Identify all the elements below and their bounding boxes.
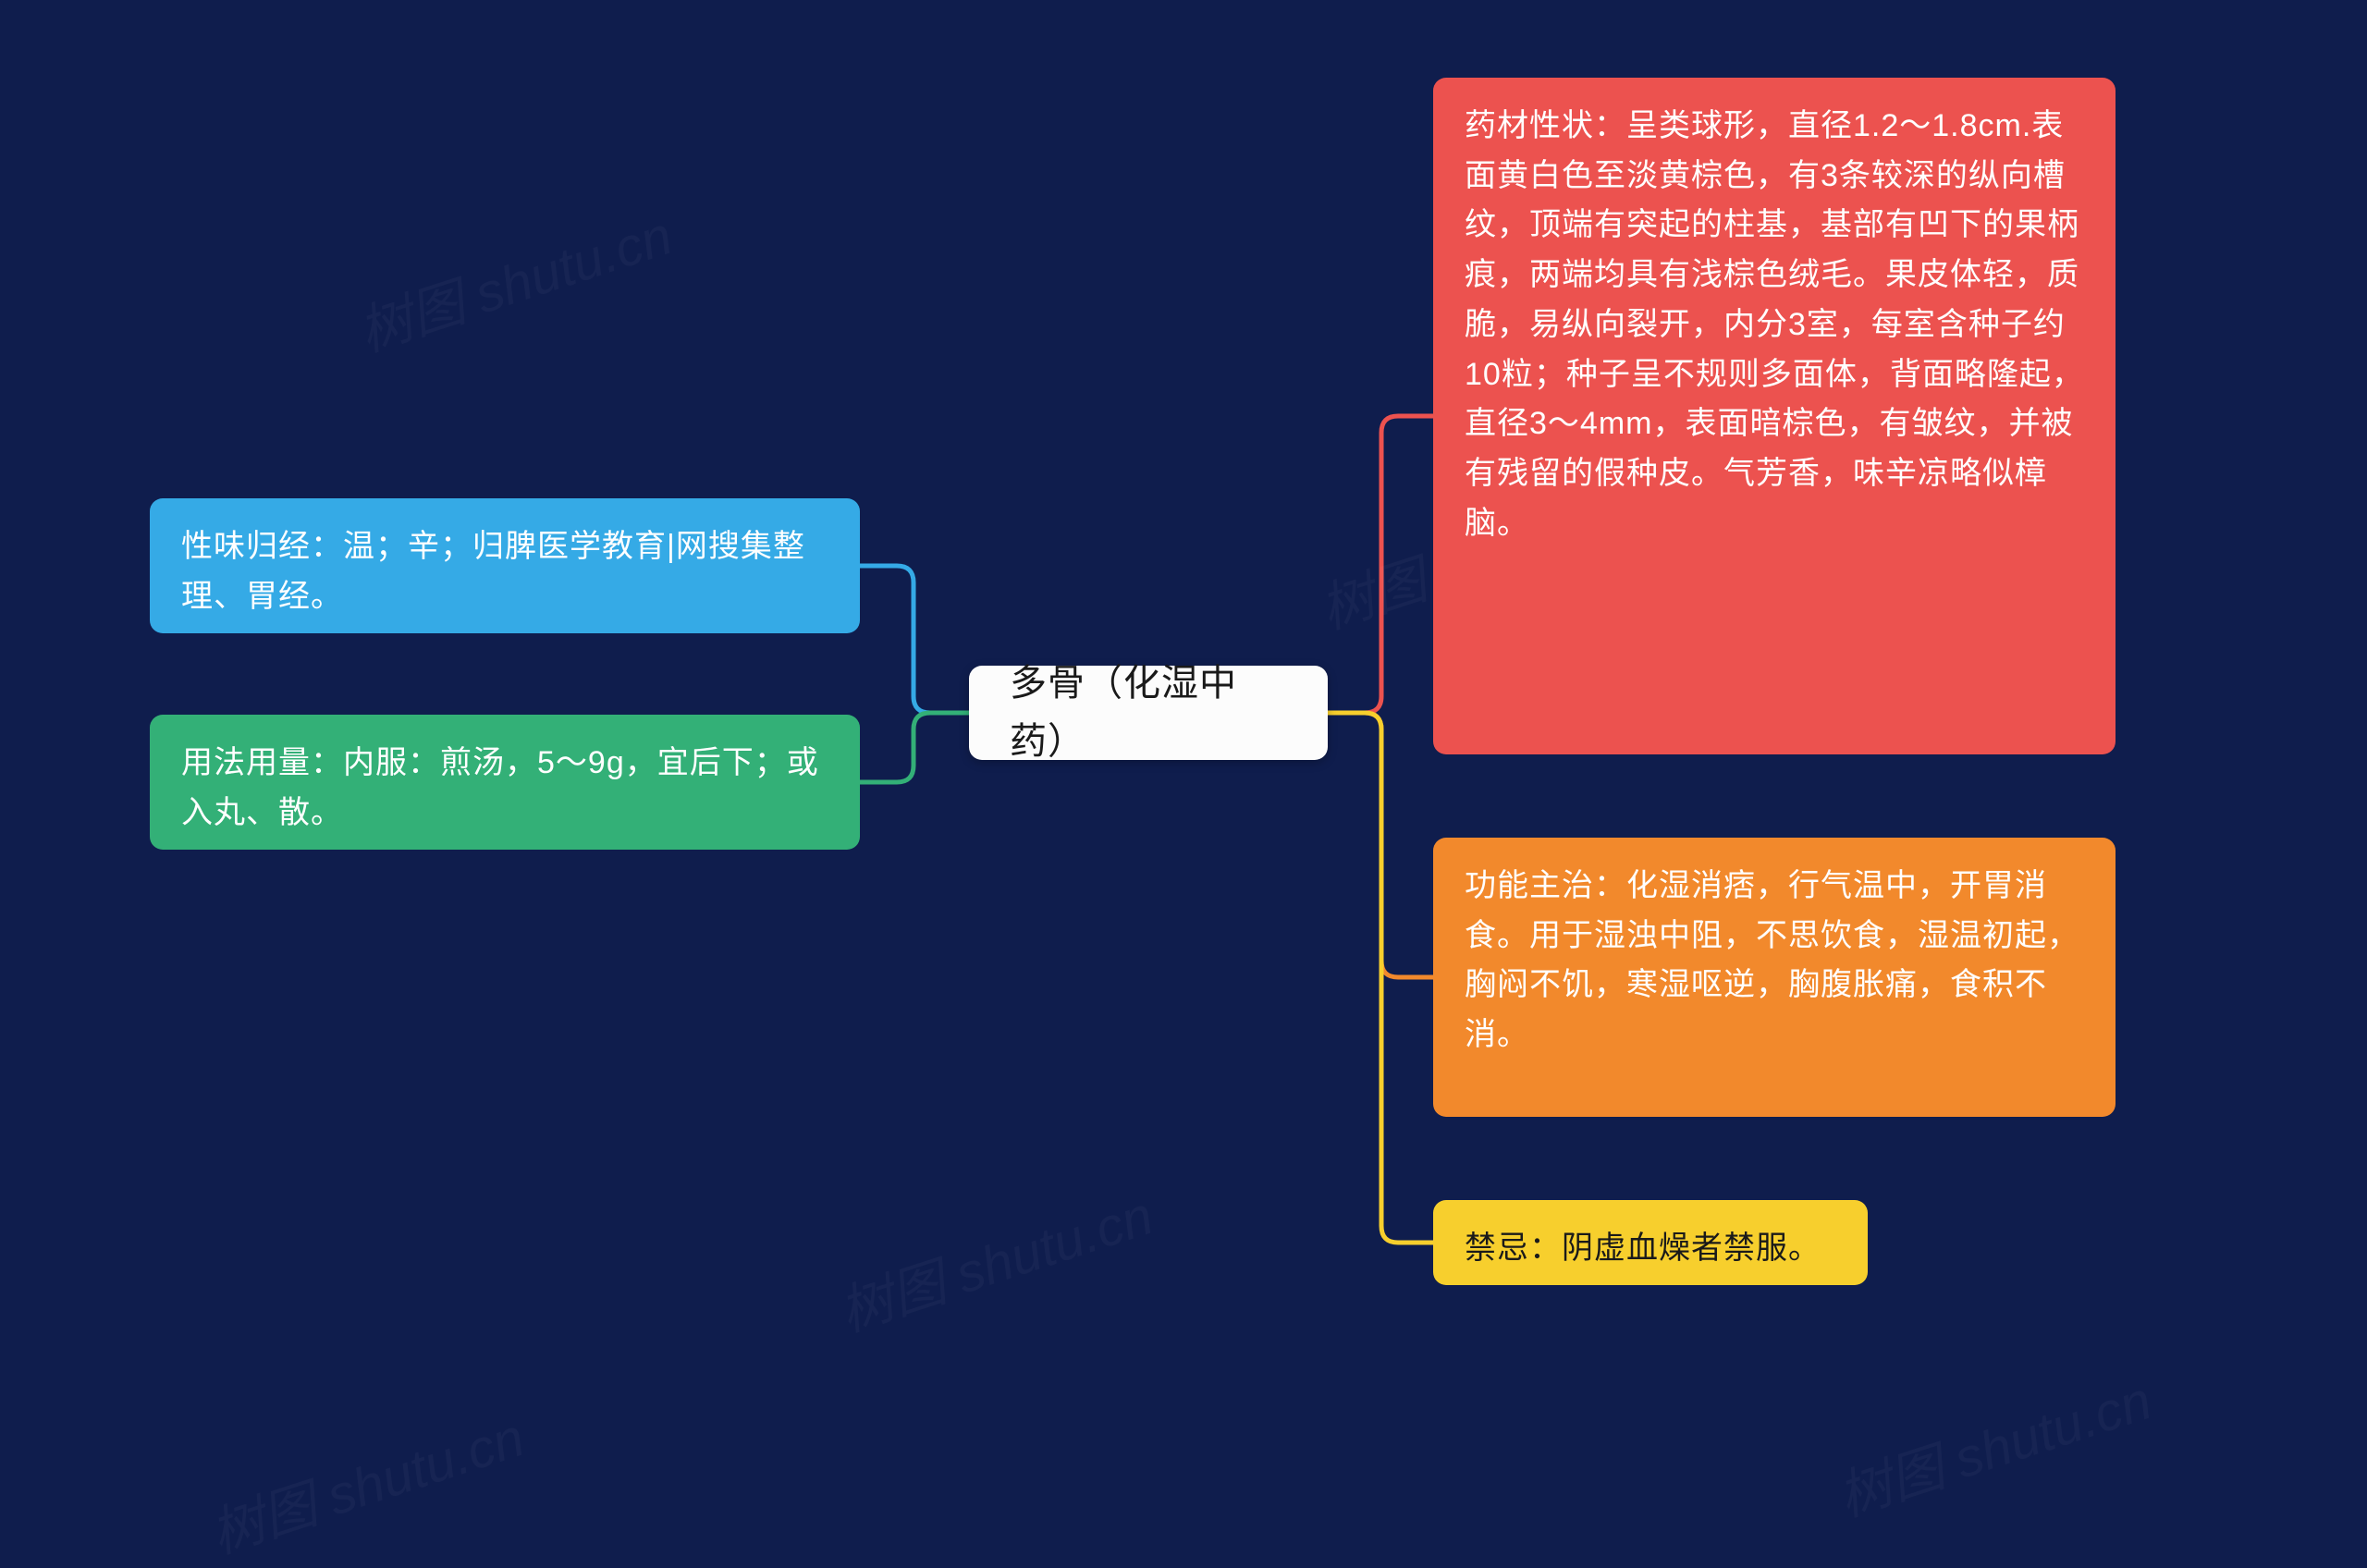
watermark: 树图 shutu.cn: [200, 1394, 533, 1568]
branch-taboo[interactable]: 禁忌：阴虚血燥者禁服。: [1433, 1200, 1868, 1285]
watermark: 树图 shutu.cn: [1827, 1357, 2160, 1531]
center-node[interactable]: 多骨（化湿中药）: [969, 666, 1328, 760]
branch-usage[interactable]: 用法用量：内服：煎汤，5～9g，宜后下；或入丸、散。: [150, 715, 860, 850]
branch-nature[interactable]: 性味归经：温；辛；归脾医学教育|网搜集整理、胃经。: [150, 498, 860, 633]
connector: [1328, 713, 1433, 977]
connector: [860, 566, 969, 713]
connector: [1328, 713, 1433, 1243]
branch-function[interactable]: 功能主治：化湿消痞，行气温中，开胃消食。用于湿浊中阻，不思饮食，湿温初起，胸闷不…: [1433, 838, 2116, 1117]
connector: [1328, 416, 1433, 713]
watermark: 树图 shutu.cn: [828, 1172, 1161, 1346]
branch-properties[interactable]: 药材性状：呈类球形，直径1.2～1.8cm.表面黄白色至淡黄棕色，有3条较深的纵…: [1433, 78, 2116, 754]
mindmap-canvas: 树图 shutu.cn树图 shutu.cn树图 shutu.cn树图 shut…: [0, 0, 2367, 1487]
connector: [860, 713, 969, 782]
watermark: 树图 shutu.cn: [348, 192, 681, 366]
